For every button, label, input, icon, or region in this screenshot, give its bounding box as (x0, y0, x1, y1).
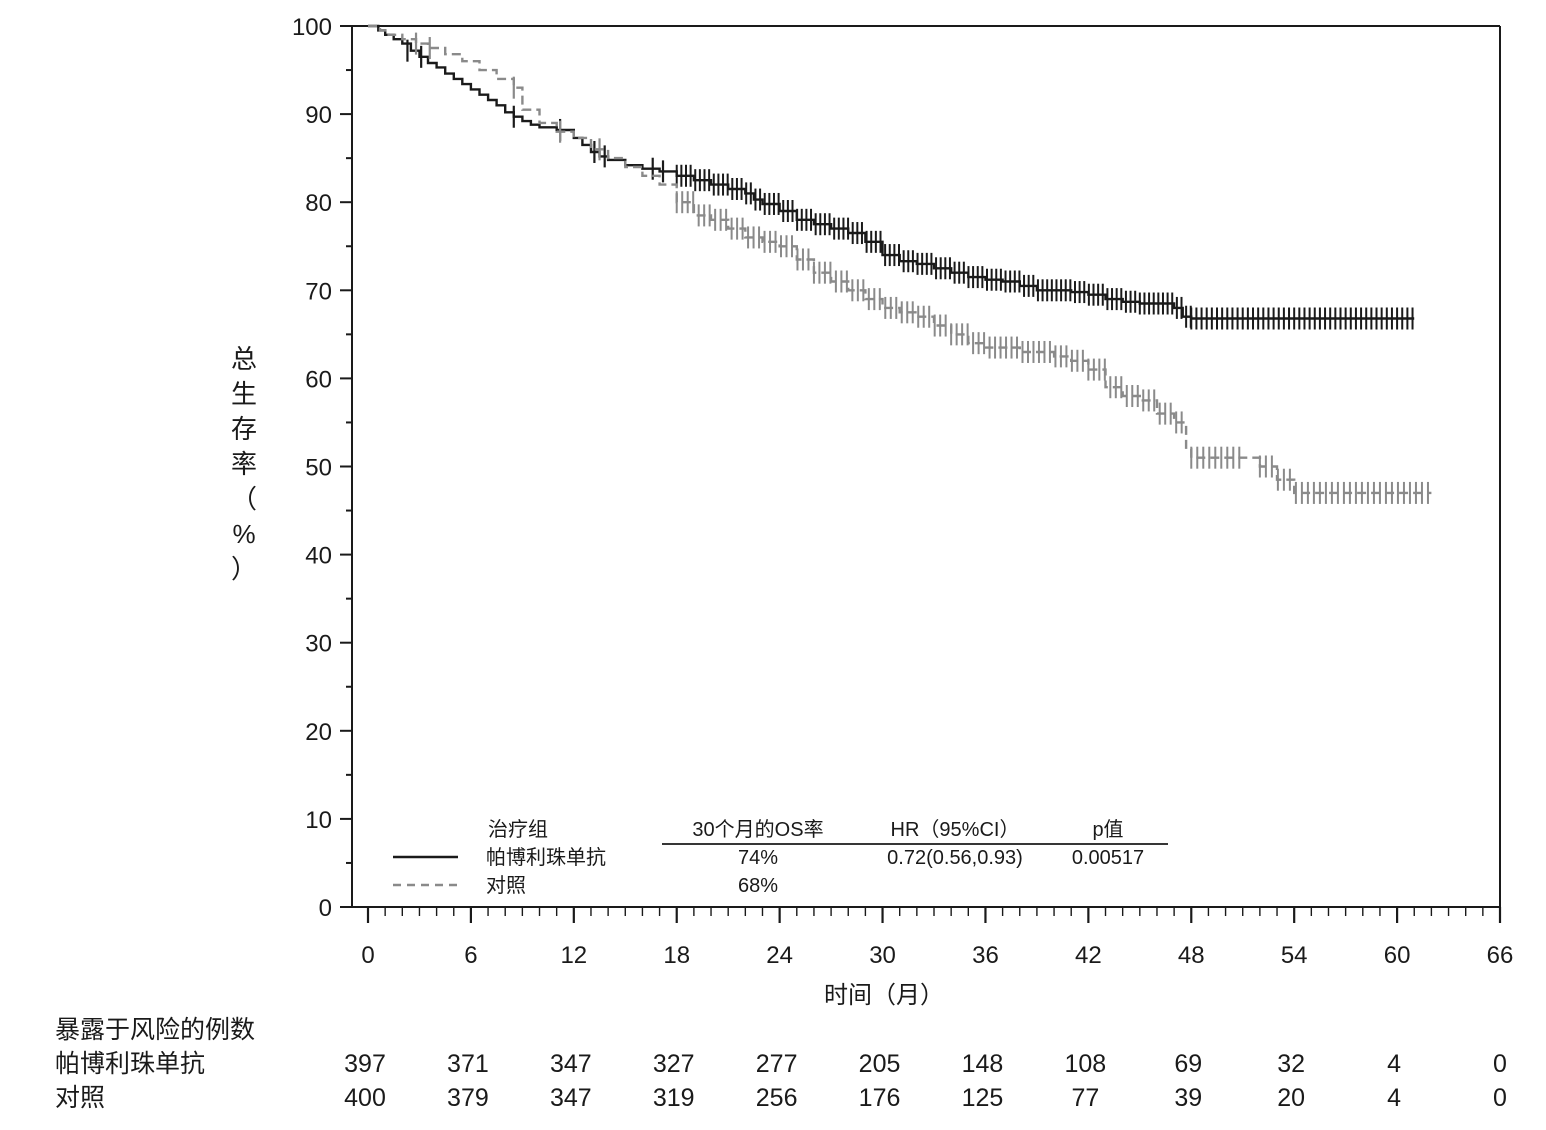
risk-count: 0 (1493, 1050, 1507, 1078)
x-tick-label: 60 (1384, 942, 1411, 969)
risk-count: 319 (653, 1084, 695, 1112)
risk-row-label: 对照 (55, 1084, 105, 1112)
y-label-char: （ (231, 484, 257, 514)
risk-table-title: 暴露于风险的例数 (55, 1016, 255, 1044)
risk-count: 277 (756, 1050, 798, 1078)
legend-cell: 对照 (486, 874, 526, 897)
risk-count: 125 (962, 1084, 1004, 1112)
legend-cell: 帕博利珠单抗 (486, 846, 606, 869)
legend-header: p值 (1092, 818, 1123, 841)
y-axis-tick-labels: 0 10 20 30 40 50 60 70 80 90 100 (292, 14, 332, 922)
risk-count: 32 (1277, 1050, 1305, 1078)
y-label-char: % (232, 519, 255, 549)
risk-count: 379 (447, 1084, 489, 1112)
axis-ticks (340, 25, 1502, 923)
legend-header: HR（95%CI） (891, 818, 1020, 841)
risk-count: 77 (1071, 1084, 1099, 1112)
x-tick-label: 48 (1178, 942, 1205, 969)
risk-count: 397 (344, 1050, 386, 1078)
x-tick-label: 42 (1075, 942, 1102, 969)
y-label-char: ） (231, 554, 257, 584)
legend-cell: 74% (738, 847, 778, 869)
y-tick-label: 70 (305, 278, 332, 305)
survival-curve-line (368, 24, 1415, 320)
y-label-char: 生 (231, 379, 257, 409)
x-axis-tick-labels: 0 6 12 18 24 30 36 42 48 54 60 66 (361, 942, 1513, 969)
legend-header: 治疗组 (488, 818, 548, 841)
y-tick-label: 50 (305, 455, 332, 482)
x-tick-label: 30 (869, 942, 896, 969)
risk-count: 4 (1387, 1084, 1401, 1112)
survival-curves (368, 24, 1432, 504)
risk-count: 400 (344, 1084, 386, 1112)
y-label-char: 存 (231, 414, 257, 444)
legend-cell: 0.00517 (1072, 847, 1144, 869)
x-tick-label: 54 (1281, 942, 1308, 969)
risk-count: 347 (550, 1050, 592, 1078)
risk-count: 148 (962, 1050, 1004, 1078)
y-tick-label: 60 (305, 366, 332, 393)
series-2 (368, 24, 1432, 504)
risk-count: 205 (859, 1050, 901, 1078)
x-axis-label: 时间（月） (824, 982, 944, 1009)
y-tick-label: 80 (305, 190, 332, 217)
y-tick-label: 40 (305, 543, 332, 570)
legend-header: 30个月的OS率 (692, 818, 823, 841)
y-label-char: 总 (231, 344, 257, 374)
plot-frame (351, 25, 1501, 917)
risk-count: 0 (1493, 1084, 1507, 1112)
x-tick-label: 24 (766, 942, 793, 969)
risk-count: 176 (859, 1084, 901, 1112)
y-tick-label: 30 (305, 631, 332, 658)
y-label-char: 率 (231, 449, 257, 479)
risk-count: 327 (653, 1050, 695, 1078)
y-tick-label: 10 (305, 807, 332, 834)
y-tick-label: 90 (305, 102, 332, 129)
legend-cell: 68% (738, 875, 778, 897)
y-tick-label: 0 (319, 895, 332, 922)
series-1 (368, 24, 1415, 330)
risk-count: 108 (1065, 1050, 1107, 1078)
risk-count: 20 (1277, 1084, 1305, 1112)
risk-count: 256 (756, 1084, 798, 1112)
y-tick-label: 20 (305, 719, 332, 746)
x-tick-label: 18 (663, 942, 690, 969)
risk-count: 347 (550, 1084, 592, 1112)
legend-cell: 0.72(0.56,0.93) (887, 847, 1023, 869)
x-tick-label: 66 (1487, 942, 1514, 969)
risk-count: 69 (1174, 1050, 1202, 1078)
risk-count: 371 (447, 1050, 489, 1078)
risk-row-label: 帕博利珠单抗 (55, 1050, 205, 1078)
x-tick-label: 36 (972, 942, 999, 969)
risk-count: 39 (1174, 1084, 1202, 1112)
y-tick-label: 100 (292, 14, 332, 41)
x-tick-label: 12 (560, 942, 587, 969)
x-tick-label: 6 (464, 942, 477, 969)
x-tick-label: 0 (361, 942, 374, 969)
risk-count: 4 (1387, 1050, 1401, 1078)
